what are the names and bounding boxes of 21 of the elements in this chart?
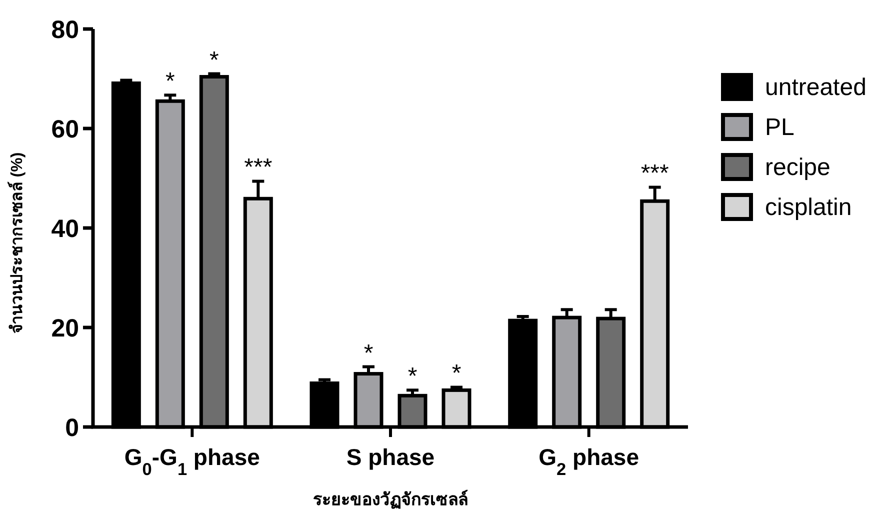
x-tick-label: G$_{2}$ phase: [538, 444, 640, 479]
x-axis-title: ระยะของวัฏจักรเซลล์: [313, 489, 468, 509]
y-tick-label: 20: [51, 314, 79, 342]
x-tick-label: G$_{0}$-G$_{1}$ phase: [124, 444, 260, 479]
data-label: *: [209, 46, 219, 74]
legend-label: untreated: [765, 74, 866, 101]
y-tick-label: 80: [51, 16, 79, 44]
data-label: *: [364, 340, 374, 367]
legend-label: recipe: [765, 154, 830, 181]
y-tick-label: 0: [65, 414, 79, 442]
data-label: ***: [244, 154, 272, 182]
y-tick-label: 60: [51, 116, 79, 144]
x-tick-label: S phase: [346, 444, 435, 470]
data-label: *: [165, 68, 175, 96]
legend-label: cisplatin: [765, 194, 852, 221]
y-axis-title: จำนวนประชากรเซลล์ (%): [7, 152, 26, 334]
data-label: *: [408, 363, 418, 390]
data-label: ***: [640, 160, 669, 188]
data-label: *: [452, 360, 462, 388]
y-tick-label: 40: [51, 215, 79, 243]
legend-label: PL: [765, 114, 794, 141]
